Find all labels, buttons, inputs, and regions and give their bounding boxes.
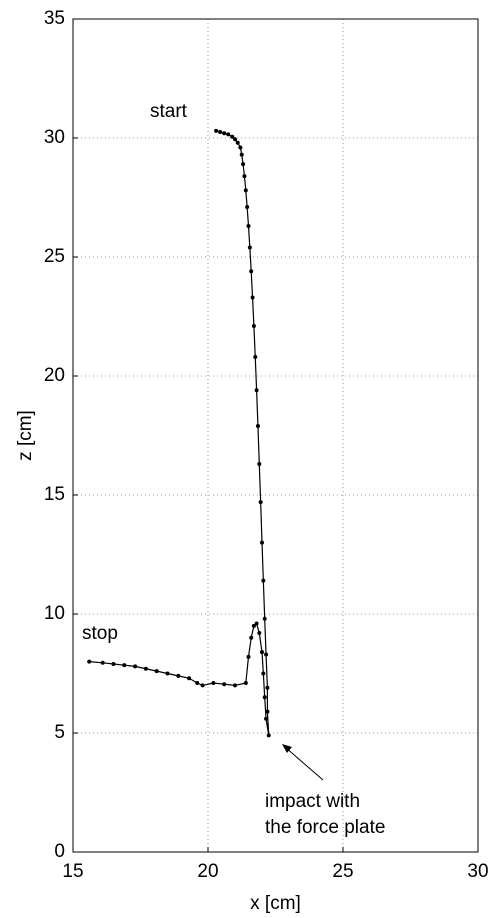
y-tick-label: 20	[44, 365, 65, 386]
data-point	[233, 683, 237, 688]
data-point	[250, 295, 255, 300]
data-point	[254, 621, 259, 626]
trajectory-line	[89, 130, 270, 736]
data-point	[257, 631, 262, 636]
annotation: impact with	[265, 791, 360, 812]
data-point	[214, 128, 219, 133]
annotation-arrowhead	[282, 744, 292, 753]
data-point	[143, 666, 148, 671]
data-point	[111, 661, 116, 666]
data-point	[122, 663, 127, 668]
x-tick-label: 30	[467, 861, 488, 882]
data-point	[264, 716, 269, 721]
data-point	[247, 245, 252, 250]
data-point	[246, 224, 251, 229]
data-point	[262, 695, 267, 700]
y-tick-label: 25	[44, 246, 65, 267]
data-point	[261, 671, 266, 676]
x-tick-label: 20	[197, 861, 218, 882]
data-point	[226, 132, 231, 137]
annotation: the force plate	[265, 817, 385, 838]
y-tick-label: 30	[44, 127, 65, 148]
plot-frame	[72, 18, 479, 853]
data-point	[243, 188, 248, 193]
y-tick-label: 35	[44, 8, 65, 29]
data-point	[261, 578, 266, 583]
y-tick-label: 5	[54, 722, 65, 743]
data-point	[230, 134, 235, 139]
x-tick-label: 25	[332, 861, 353, 882]
data-point	[222, 682, 227, 687]
data-point	[262, 616, 267, 621]
data-point	[265, 709, 270, 714]
annotation: start	[150, 101, 188, 122]
data-point	[260, 650, 264, 655]
data-point	[266, 733, 271, 738]
data-point	[249, 269, 254, 274]
data-point	[245, 205, 250, 210]
data-point	[257, 462, 262, 467]
data-point	[154, 669, 159, 674]
data-point	[100, 660, 105, 665]
data-point	[133, 664, 138, 669]
data-point	[195, 681, 200, 686]
data-point	[260, 540, 264, 545]
data-point	[249, 635, 254, 640]
y-axis-label: z [cm]	[15, 410, 36, 461]
data-point	[241, 162, 246, 167]
data-point	[218, 130, 223, 135]
data-point	[258, 500, 263, 505]
data-point	[235, 140, 240, 145]
data-point	[200, 683, 205, 688]
data-point	[238, 145, 243, 150]
data-point	[176, 673, 181, 678]
data-point	[239, 152, 244, 157]
data-point	[233, 137, 237, 142]
data-point	[187, 676, 192, 681]
data-point	[165, 671, 170, 676]
x-axis-label: x [cm]	[250, 893, 301, 914]
data-point	[242, 174, 247, 179]
data-point	[222, 131, 227, 136]
data-point	[253, 354, 258, 359]
data-point	[251, 623, 256, 628]
y-tick-label: 10	[44, 603, 65, 624]
y-tick-label: 0	[54, 841, 65, 862]
y-tick-label: 15	[44, 484, 65, 505]
data-point	[246, 654, 251, 659]
annotation: stop	[82, 623, 118, 644]
annotation-arrow	[284, 746, 324, 781]
data-point	[264, 652, 269, 657]
data-point	[211, 681, 216, 686]
data-point	[251, 324, 256, 329]
data-point	[87, 659, 92, 664]
data-point	[254, 388, 259, 393]
data-point	[255, 423, 260, 428]
data-point	[265, 685, 270, 690]
data-point	[243, 681, 248, 686]
x-tick-label: 15	[62, 861, 83, 882]
